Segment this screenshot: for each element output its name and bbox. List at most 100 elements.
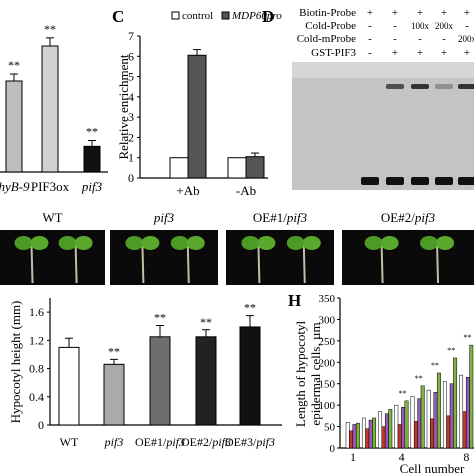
bar <box>465 377 470 449</box>
y-tick-label: 50 <box>324 422 336 434</box>
panel-g-chart: 0 0.4 0.8 1.2 1.6 Hypocotyl height (mm) WT ** pi… <box>8 298 282 449</box>
bar <box>417 398 422 449</box>
gel-cell: - <box>393 20 397 32</box>
bar <box>83 145 101 173</box>
y-axis-label: Relative enrichment <box>116 54 131 159</box>
x-tick-label: OE#3/pif3 <box>225 435 275 449</box>
gel-cell: + <box>367 7 373 19</box>
bar <box>404 400 409 449</box>
gel-band-free-probe <box>386 177 404 185</box>
y-tick-label: 0 <box>330 443 336 455</box>
significance-label: ** <box>8 58 20 72</box>
cotyledon <box>186 236 205 250</box>
seedling-stem <box>436 243 440 284</box>
y-tick-label: 0 <box>38 418 44 432</box>
cotyledon <box>141 236 160 250</box>
bar <box>361 417 366 449</box>
gel-cell: 100x <box>411 21 430 31</box>
y-axis-label-line1: Length of hypocotyl <box>293 321 308 428</box>
bar <box>449 383 454 449</box>
bar <box>436 372 441 449</box>
x-tick-label: -Ab <box>236 183 256 198</box>
label-prefix: OE#1/ <box>253 210 287 225</box>
y-tick-label: 0.8 <box>29 362 44 376</box>
label-italic: pif3 <box>211 435 231 449</box>
bar <box>426 389 431 449</box>
seedling-stem <box>302 243 306 284</box>
y-axis-label: Hypocotyl height (mm) <box>8 301 23 424</box>
panel-label-d: D <box>262 7 274 26</box>
bar <box>462 411 467 449</box>
bar <box>352 424 357 449</box>
gel-row-label: Cold-mProbe <box>297 33 356 45</box>
x-axis-label: Cell number <box>400 461 465 474</box>
y-tick-label: 6 <box>128 49 134 63</box>
seedling-stem <box>30 243 34 284</box>
cotyledon <box>125 236 144 250</box>
bar <box>372 417 377 449</box>
gel-cell: 200x <box>435 21 454 31</box>
panel-label-c: C <box>112 7 124 26</box>
bar <box>378 411 383 449</box>
significance-label: ** <box>447 346 455 355</box>
label-prefix: OE#3/ <box>225 435 257 449</box>
significance-label: ** <box>154 311 166 325</box>
gel-row-label: Biotin-Probe <box>299 7 356 19</box>
tick-label: pif3 <box>81 179 103 194</box>
bar <box>245 156 265 179</box>
bar <box>41 45 59 173</box>
gel-row-label: Cold-Probe <box>305 20 356 32</box>
bar <box>195 336 217 426</box>
x-tick-label: WT <box>60 435 79 449</box>
cotyledon <box>436 236 455 250</box>
seedling-label: OE#1/pif3 <box>253 210 308 225</box>
bar <box>365 428 370 449</box>
cotyledon <box>257 236 276 250</box>
y-tick-label: 7 <box>128 29 134 43</box>
gel-band-shift <box>386 84 404 89</box>
bar <box>388 409 393 449</box>
y-tick-label: 2 <box>128 130 134 144</box>
gel-band-shift <box>435 84 453 89</box>
x-tick-label: 1 <box>350 450 356 464</box>
bar <box>355 422 360 449</box>
label-italic: pif3 <box>153 210 175 225</box>
bar <box>446 415 451 449</box>
y-tick-label: 150 <box>319 379 336 391</box>
panel-b-chart: ** hyB-9 ** PIF3ox ** pif3 <box>0 22 108 194</box>
y-tick-label: 0.4 <box>29 390 44 404</box>
gel-cell: + <box>392 7 398 19</box>
gel-band-shift <box>458 84 474 89</box>
bar <box>149 336 171 426</box>
bar <box>5 80 23 173</box>
tick-label: hyB-9 <box>0 179 30 194</box>
cotyledon <box>286 236 305 250</box>
gel-row-label: GST-PIF3 <box>311 47 356 59</box>
y-tick-label: 350 <box>319 293 336 305</box>
gel-cell: - <box>442 33 446 45</box>
legend-label-control: control <box>182 10 213 22</box>
bar <box>459 374 464 449</box>
panel-d-gel: Biotin-Probe + + + + +Cold-Probe - -100x 200x -Co… <box>292 7 474 190</box>
bar <box>368 419 373 449</box>
gel-cell: + <box>441 47 447 59</box>
significance-label: ** <box>200 315 212 329</box>
label-italic: pif3 <box>255 435 275 449</box>
x-tick-label: 4 <box>399 450 405 464</box>
gel-cell: + <box>464 47 470 59</box>
gel-cell: - <box>418 33 422 45</box>
gel-band-free-probe <box>411 177 429 185</box>
legend-swatch-control <box>171 11 180 20</box>
bar <box>394 404 399 449</box>
gel-cell: - <box>393 33 397 45</box>
significance-label: ** <box>415 374 423 383</box>
legend-label-mdp60pro: MDP60pro <box>231 10 282 22</box>
gel-cell: - <box>368 47 372 59</box>
cotyledon <box>58 236 77 250</box>
seedling-stem <box>74 243 78 284</box>
x-tick-label: pif3 <box>104 435 124 449</box>
y-tick-label: 1 <box>128 151 134 165</box>
significance-label: ** <box>44 22 56 36</box>
gel-cell: + <box>417 47 423 59</box>
gel-band-free-probe <box>361 177 379 185</box>
